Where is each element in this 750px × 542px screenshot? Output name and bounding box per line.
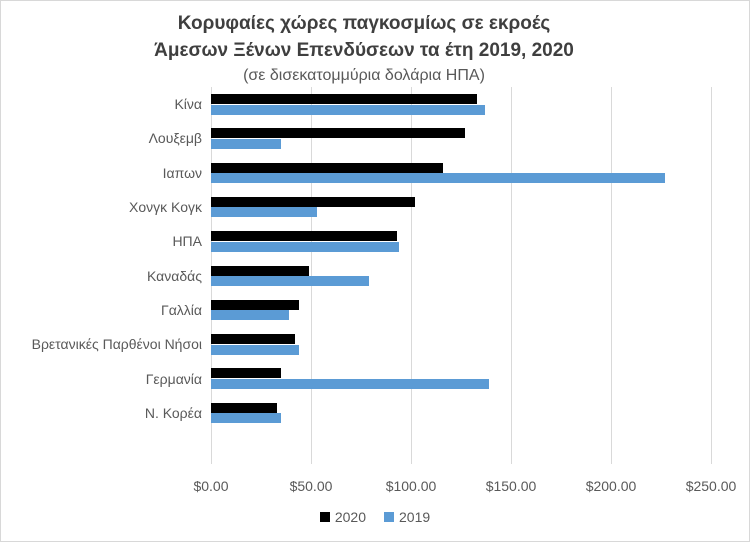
- bar-2019-3: [211, 207, 317, 218]
- category-label-1: Λουξεμβ: [148, 130, 202, 147]
- bar-row-9: [211, 396, 711, 430]
- bar-row-5: [211, 259, 711, 293]
- chart-title-line1: Κορυφαίες χώρες παγκοσμίως σε εκροές: [177, 13, 551, 34]
- bar-row-7: [211, 327, 711, 361]
- category-label-7: Βρετανικές Παρθένοι Νήσοι: [31, 336, 202, 353]
- gridline-100: [411, 87, 412, 464]
- bar-2019-7: [211, 344, 299, 355]
- legend-swatch-2020: [319, 512, 330, 522]
- plot-area: [211, 87, 712, 464]
- category-label-9: Ν. Κορέα: [144, 404, 202, 421]
- bar-2019-1: [211, 138, 281, 149]
- bar-rows: [211, 87, 711, 430]
- legend-item-2020: 2020: [319, 509, 366, 525]
- legend-swatch-2019: [384, 512, 394, 522]
- value-axis: $0.00 $50.00 $100.00 $150.00 $200.00 $250.00: [1, 478, 749, 498]
- legend-item-2019: 2019: [384, 509, 430, 525]
- bar-2019-6: [211, 310, 289, 321]
- chart-title-line2: Άμεσων Ξένων Επενδύσεων τα έτη 2019, 202…: [154, 40, 574, 61]
- gridline-150: [511, 87, 512, 464]
- chart-subtitle: (σε δισεκατομμύρια δολάρια ΗΠΑ): [243, 67, 485, 84]
- bar-row-4: [211, 224, 711, 258]
- category-label-2: Ιαπων: [162, 164, 202, 181]
- x-tick-label-0: $0.00: [193, 478, 229, 494]
- bar-row-1: [211, 121, 711, 155]
- bar-2019-4: [211, 241, 399, 252]
- chart-title-block: Κορυφαίες χώρες παγκοσμίως σε εκροές Άμε…: [1, 10, 727, 87]
- x-tick-label-50: $50.00: [289, 478, 333, 494]
- category-label-3: Χονγκ Κογκ: [129, 199, 202, 216]
- bar-2020-8: [211, 368, 281, 379]
- gridline-200: [611, 87, 612, 464]
- legend-label-2020: 2020: [334, 509, 366, 525]
- category-axis: Κίνα Λουξεμβ Ιαπων Χονγκ Κογκ ΗΠΑ Καναδάς Γαλλ…: [1, 87, 202, 430]
- bar-row-8: [211, 361, 711, 395]
- bar-row-3: [211, 190, 711, 224]
- bar-2020-7: [211, 334, 295, 345]
- category-label-0: Κίνα: [174, 96, 202, 113]
- bar-2019-9: [211, 413, 281, 424]
- gridline-0: [211, 87, 212, 464]
- bar-row-2: [211, 156, 711, 190]
- bar-2020-3: [211, 196, 415, 207]
- bar-row-6: [211, 293, 711, 327]
- bar-2019-0: [211, 104, 485, 115]
- bar-row-0: [211, 87, 711, 121]
- bar-2020-6: [211, 299, 299, 310]
- category-label-5: Καναδάς: [147, 267, 202, 284]
- bar-2020-0: [211, 94, 477, 104]
- gridline-250: [711, 87, 712, 464]
- category-label-8: Γερμανία: [145, 370, 202, 387]
- gridline-50: [311, 87, 312, 464]
- x-tick-label-200: $200.00: [585, 478, 637, 494]
- bar-2020-9: [211, 402, 277, 413]
- bar-2020-4: [211, 231, 397, 242]
- bar-2020-1: [211, 128, 465, 139]
- category-label-4: ΗΠΑ: [172, 233, 202, 250]
- x-tick-label-150: $150.00: [485, 478, 537, 494]
- legend: 2020 2019: [1, 509, 749, 525]
- x-tick-label-100: $100.00: [385, 478, 437, 494]
- bar-2020-2: [211, 162, 443, 173]
- category-label-6: Γαλλία: [160, 301, 202, 318]
- bar-2019-8: [211, 378, 489, 389]
- bar-2019-5: [211, 276, 369, 286]
- bar-2020-5: [211, 265, 309, 276]
- bar-2019-2: [211, 173, 665, 184]
- x-tick-label-250: $250.00: [685, 478, 737, 494]
- legend-label-2019: 2019: [399, 509, 431, 525]
